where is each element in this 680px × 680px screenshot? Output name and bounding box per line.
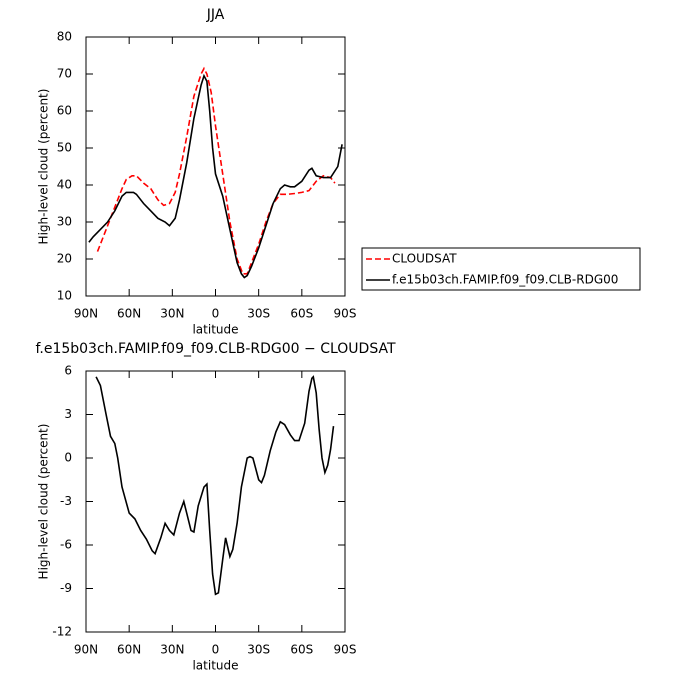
y-tick-label: -6 (60, 538, 72, 552)
data-line (96, 66, 336, 275)
x-axis-label: latitude (192, 323, 238, 337)
x-tick-label: 30N (160, 643, 184, 657)
legend-box (361, 247, 641, 291)
y-tick-label: 50 (57, 141, 72, 155)
data-line (88, 73, 343, 279)
y-tick-label: 0 (64, 451, 72, 465)
x-tick-label: 90N (74, 643, 98, 657)
x-tick-label: 60S (290, 307, 313, 321)
chart-title: JJA (206, 7, 225, 23)
y-tick-label: 70 (57, 67, 72, 81)
y-tick-label: 80 (57, 30, 72, 44)
x-tick-label: 60S (290, 643, 313, 657)
y-axis-label: High-level cloud (percent) (37, 89, 51, 245)
y-tick-label: 20 (57, 252, 72, 266)
y-tick-label: 30 (57, 215, 72, 229)
y-axis-label: High-level cloud (percent) (37, 424, 51, 580)
chart-title: f.e15b03ch.FAMIP.f09_f09.CLB-RDG00 − CLO… (35, 341, 396, 357)
y-tick-label: -9 (60, 581, 72, 595)
x-tick-label: 90S (334, 307, 357, 321)
x-tick-label: 0 (212, 643, 220, 657)
y-tick-label: 6 (64, 364, 72, 378)
y-tick-label: -12 (52, 625, 72, 639)
x-tick-label: 0 (212, 307, 220, 321)
x-tick-label: 30N (160, 307, 184, 321)
y-tick-label: 40 (57, 178, 72, 192)
plot-frame (85, 36, 346, 297)
x-tick-label: 30S (247, 643, 270, 657)
legend-label: CLOUDSAT (392, 252, 457, 266)
y-tick-label: 10 (57, 289, 72, 303)
y-tick-label: 3 (64, 407, 72, 421)
x-tick-label: 30S (247, 307, 270, 321)
x-tick-label: 90S (334, 643, 357, 657)
y-tick-label: -3 (60, 494, 72, 508)
x-tick-label: 60N (117, 643, 141, 657)
x-tick-label: 90N (74, 307, 98, 321)
legend-label: f.e15b03ch.FAMIP.f09_f09.CLB-RDG00 (392, 273, 618, 287)
x-axis-label: latitude (192, 659, 238, 673)
y-tick-label: 60 (57, 104, 72, 118)
data-line (95, 375, 335, 596)
x-tick-label: 60N (117, 307, 141, 321)
